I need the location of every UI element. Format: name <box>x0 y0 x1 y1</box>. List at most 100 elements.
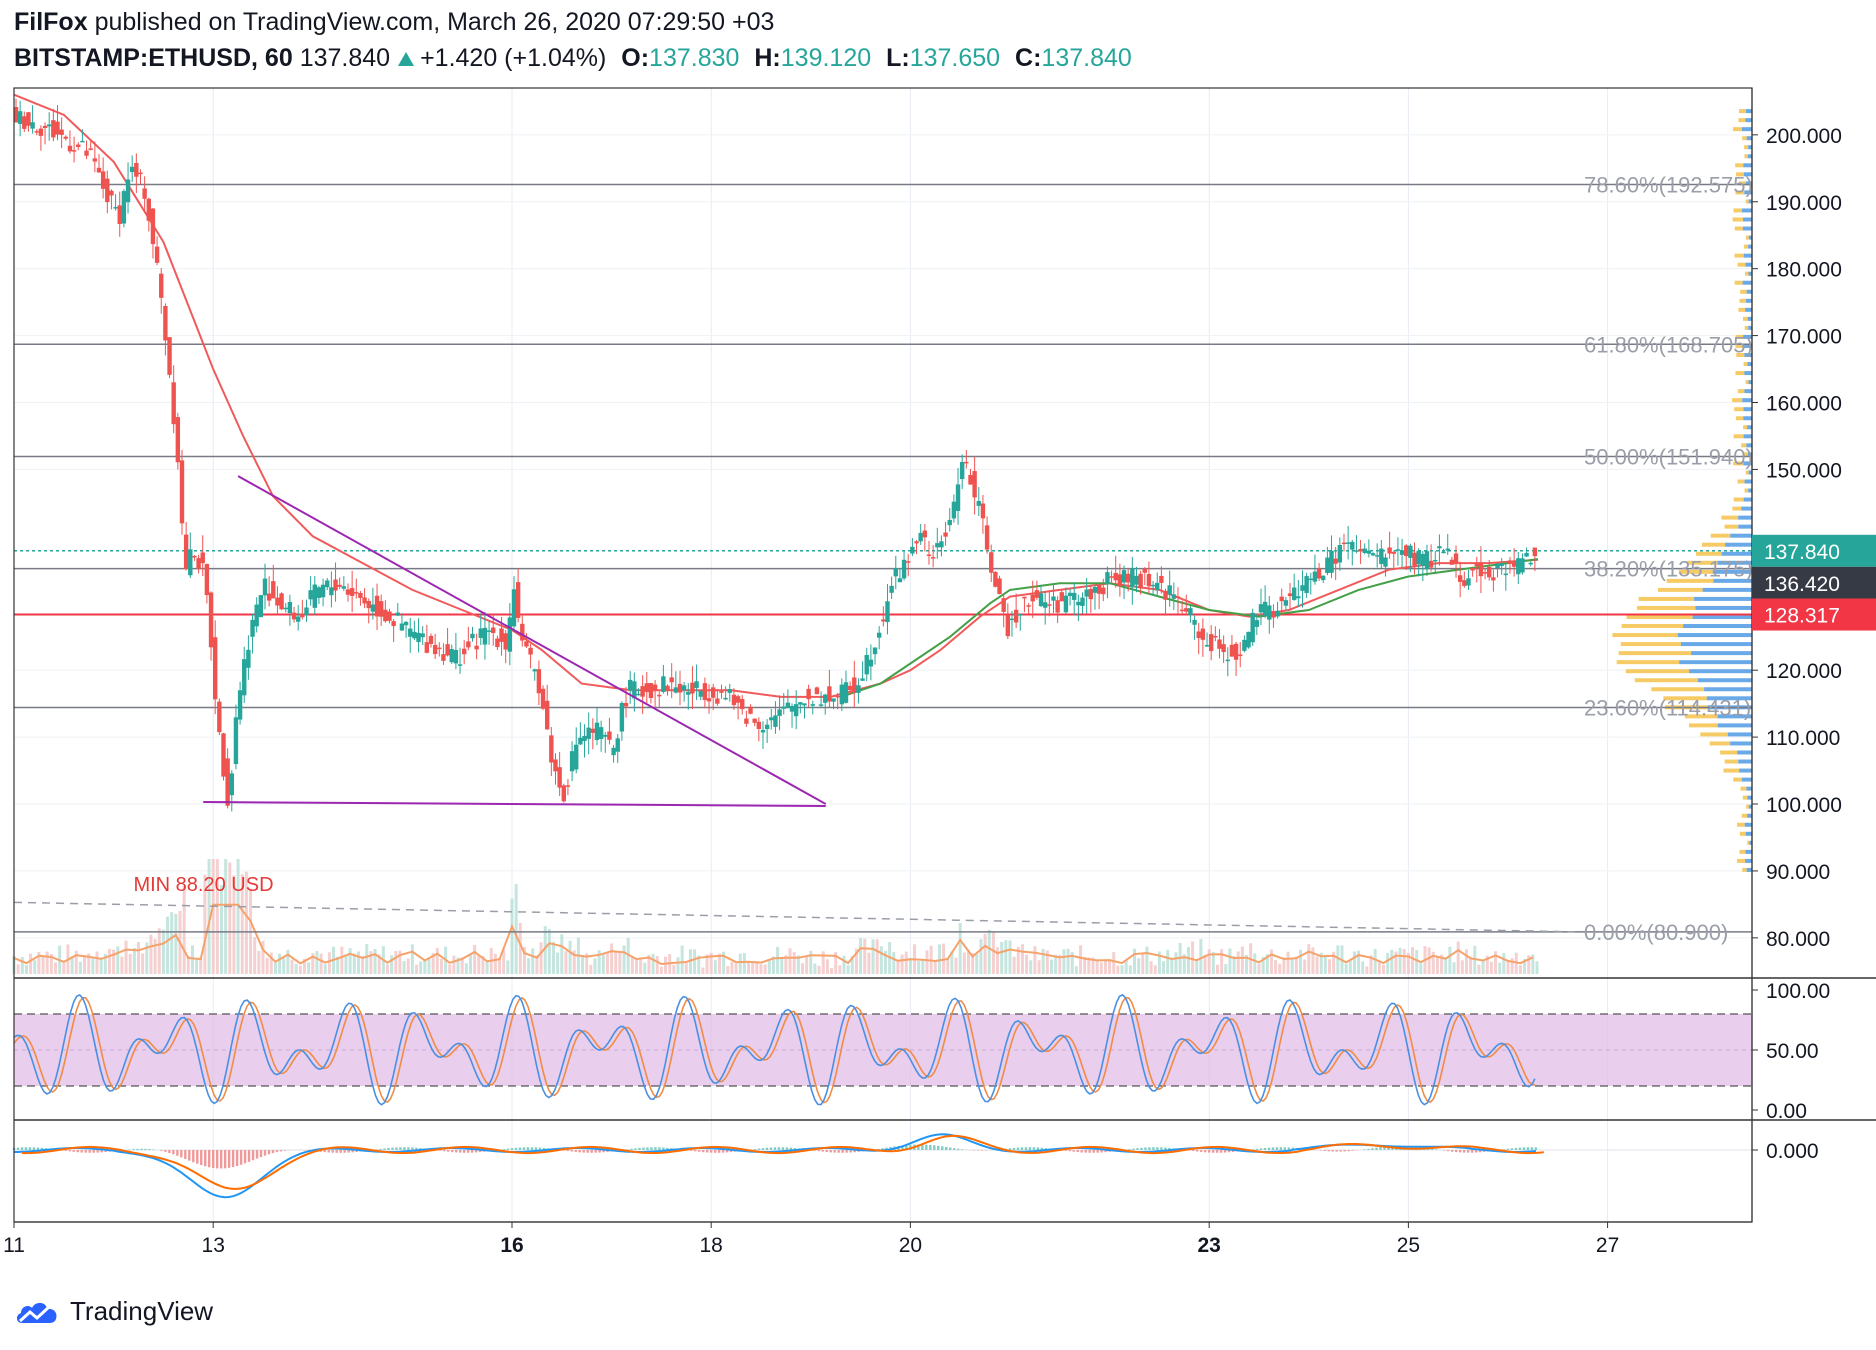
macd-histogram-bar <box>279 1150 283 1152</box>
volume-bar <box>415 964 419 974</box>
volume-bar <box>16 964 20 974</box>
volume-profile-up-bar <box>1721 551 1752 556</box>
volume-profile-up-bar <box>1738 524 1752 529</box>
volume-profile-up-bar <box>1744 343 1752 348</box>
candle-body <box>835 695 840 698</box>
candle-body <box>478 628 483 638</box>
candle-body <box>1254 620 1260 627</box>
candle-body <box>1221 644 1226 653</box>
candle-body <box>1088 588 1094 600</box>
candle-body <box>569 751 575 772</box>
volume-bar <box>796 955 800 974</box>
macd-histogram-bar <box>845 1150 848 1153</box>
volume-bar <box>1095 960 1099 974</box>
volume-bar <box>1274 959 1278 974</box>
volume-profile-up-bar <box>1749 840 1752 845</box>
macd-histogram-bar <box>853 1150 856 1153</box>
macd-histogram-bar <box>243 1150 247 1164</box>
candle-body <box>951 501 957 519</box>
fibonacci-retracement[interactable]: 78.60%(192.575) 61.80%(168.705) 50.00%(151… <box>14 173 1753 945</box>
cloud-logo-icon <box>16 1302 57 1323</box>
volume-profile-up-bar <box>1744 479 1752 484</box>
open-label: O: <box>621 44 650 72</box>
candle-body <box>179 460 185 524</box>
volume-profile-up-bar <box>1746 289 1752 294</box>
volume-bar <box>406 958 410 974</box>
volume-profile-up-bar <box>1706 696 1752 701</box>
macd-histogram-bar <box>1275 1147 1279 1150</box>
volume-profile-down-bar <box>1742 316 1748 321</box>
volume-profile-down-bar <box>1620 642 1681 647</box>
volume-bar <box>99 957 103 974</box>
volume-profile-up-bar <box>1747 813 1752 818</box>
candle-body <box>1350 541 1355 550</box>
candle-body <box>823 694 828 703</box>
macd-histogram-bar <box>514 1147 518 1150</box>
volume-profile-up-bar <box>1695 605 1752 610</box>
volume-bar <box>747 962 751 974</box>
candle-body <box>1507 560 1513 564</box>
macd-histogram-bar <box>921 1144 924 1150</box>
macd-histogram-bar <box>267 1150 271 1155</box>
macd-histogram-bar <box>1040 1147 1044 1150</box>
trendlines[interactable] <box>203 475 827 808</box>
panel-frames <box>13 87 1876 1223</box>
candle-body <box>1171 594 1177 599</box>
volume-profile-down-bar <box>1735 416 1744 421</box>
symbol-label[interactable]: BITSTAMP:ETHUSD, 60 <box>14 44 293 72</box>
macd-histogram-bar <box>355 1150 358 1152</box>
volume-profile-up-bar <box>1727 732 1752 737</box>
candle-body <box>1080 597 1085 606</box>
candle-body <box>528 647 533 655</box>
volume-bar <box>933 961 937 974</box>
volume-bar <box>846 965 850 974</box>
volume-profile-down-bar <box>1618 651 1692 656</box>
macd-histogram-bar <box>271 1150 275 1154</box>
macd-histogram-bar <box>757 1148 761 1150</box>
macd-histogram-bar <box>566 1150 569 1152</box>
candle-body <box>96 167 102 173</box>
macd-histogram-bar <box>662 1147 665 1150</box>
macd-histogram-bar <box>905 1145 908 1150</box>
price-axis[interactable]: 200.000 190.000 180.000 170.000 160.000 150.0… <box>1752 125 1876 1163</box>
volume-bar <box>87 953 91 974</box>
volume-profile-down-bar <box>1742 795 1748 800</box>
candle-body <box>831 698 836 702</box>
volume-bar <box>473 944 477 974</box>
candle-body <box>955 484 961 511</box>
volume-bar <box>809 950 813 974</box>
candle-body <box>1516 558 1521 575</box>
volume-profile-up-bar <box>1744 353 1752 358</box>
volume-bar <box>1307 944 1311 974</box>
time-tick-label: 11 <box>3 1234 25 1257</box>
volume-bar <box>904 951 908 974</box>
candle-body <box>279 593 284 610</box>
fib-level-label: 61.80%(168.705) <box>1584 332 1753 357</box>
volume-profile-up-bar <box>1697 678 1752 683</box>
time-axis[interactable]: 11 13 16 18 20 23 25 27 <box>3 1222 1619 1257</box>
candle-body <box>574 744 579 770</box>
candle-body <box>789 705 795 712</box>
candle-body <box>38 128 44 136</box>
candle-body <box>989 552 994 573</box>
macd-histogram-bar <box>1072 1150 1075 1152</box>
candle-body <box>764 724 770 730</box>
stoch-d-line <box>13 996 1535 1104</box>
tradingview-logo[interactable]: TradingView <box>14 1296 213 1327</box>
volume-bar <box>1062 949 1066 974</box>
volume-profile-down-bar <box>1736 172 1744 177</box>
volume-bar <box>232 875 236 974</box>
macd-histogram-bar <box>821 1150 824 1152</box>
volume-bar <box>954 957 958 974</box>
candle-body <box>976 500 981 506</box>
candle-body <box>1391 551 1396 554</box>
volume-profile-down-bar <box>1732 127 1742 132</box>
macd-histogram-bar <box>570 1150 573 1152</box>
macd-histogram-bar <box>837 1150 840 1153</box>
volume-bar <box>327 952 331 974</box>
candle-body <box>208 592 214 648</box>
author-name[interactable]: FilFox <box>14 8 88 36</box>
volume-profile-up-bar <box>1745 831 1752 836</box>
volume-bar <box>1203 954 1207 974</box>
